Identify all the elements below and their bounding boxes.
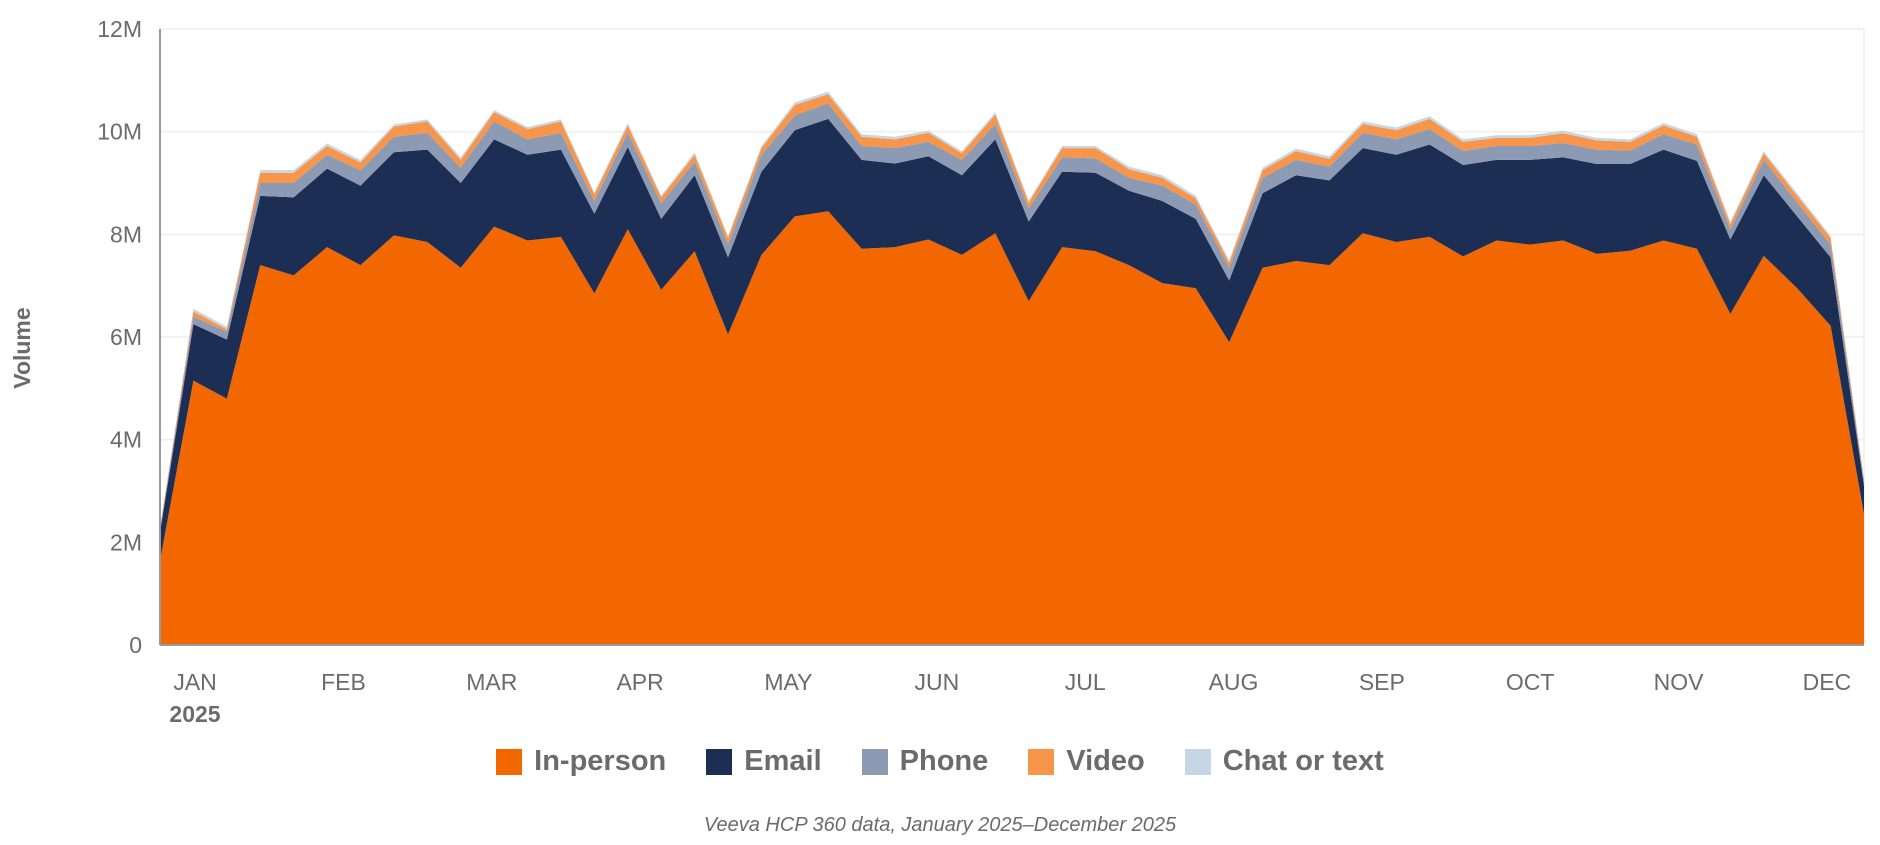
y-tick-label: 6M <box>110 324 142 350</box>
caption: Veeva HCP 360 data, January 2025–Decembe… <box>703 814 1177 836</box>
y-tick-label: 12M <box>97 16 142 42</box>
legend-swatch <box>861 748 888 775</box>
legend-label: Video <box>1066 745 1145 777</box>
legend-label: Phone <box>899 745 989 777</box>
legend-swatch <box>1184 748 1211 775</box>
legend-label: Email <box>744 745 822 777</box>
area-email <box>160 118 1864 561</box>
area-in-person <box>160 211 1864 645</box>
legend-item: In-person <box>496 745 666 778</box>
legend-label: Chat or text <box>1222 745 1384 777</box>
legend: In-person Email Phone Video Chat or text <box>0 745 1880 778</box>
y-tick-label: 4M <box>110 427 142 453</box>
legend-item: Video <box>1028 745 1145 778</box>
y-tick-label: 0 <box>129 632 142 658</box>
x-tick-labels: JAN FEB MAR APR MAY JUN JUL AUG SEP OCT NOV DEC <box>173 669 1851 695</box>
area-chat-or-text <box>160 91 1864 528</box>
x-tick-label: APR <box>616 669 663 695</box>
x-tick-label: DEC <box>1803 669 1852 695</box>
x-tick-label: FEB <box>321 669 366 695</box>
x-tick-label: MAR <box>466 669 517 695</box>
year-label: 2025 <box>169 701 220 727</box>
y-tick-label: 10M <box>97 119 142 145</box>
x-tick-label: MAY <box>764 669 812 695</box>
y-tick-labels: 0 2M 4M 6M 8M 10M 12M <box>97 16 142 658</box>
x-tick-label: JUN <box>914 669 959 695</box>
y-tick-label: 8M <box>110 221 142 247</box>
legend-item: Chat or text <box>1184 745 1384 778</box>
legend-swatch <box>496 748 523 775</box>
legend-item: Phone <box>861 745 989 778</box>
legend-swatch <box>1028 748 1055 775</box>
y-axis-label: Volume <box>9 307 35 388</box>
x-tick-label: JUL <box>1065 669 1106 695</box>
area-video <box>160 94 1864 530</box>
x-tick-label: NOV <box>1654 669 1705 695</box>
series-areas <box>160 91 1864 645</box>
x-tick-label: SEP <box>1359 669 1405 695</box>
area-phone <box>160 103 1864 533</box>
legend-item: Email <box>706 745 822 778</box>
axes <box>159 29 1864 646</box>
x-tick-label: JAN <box>173 669 216 695</box>
legend-swatch <box>706 748 733 775</box>
x-tick-label: OCT <box>1506 669 1555 695</box>
legend-label: In-person <box>534 745 667 777</box>
x-tick-label: AUG <box>1209 669 1259 695</box>
y-tick-label: 2M <box>110 529 142 555</box>
